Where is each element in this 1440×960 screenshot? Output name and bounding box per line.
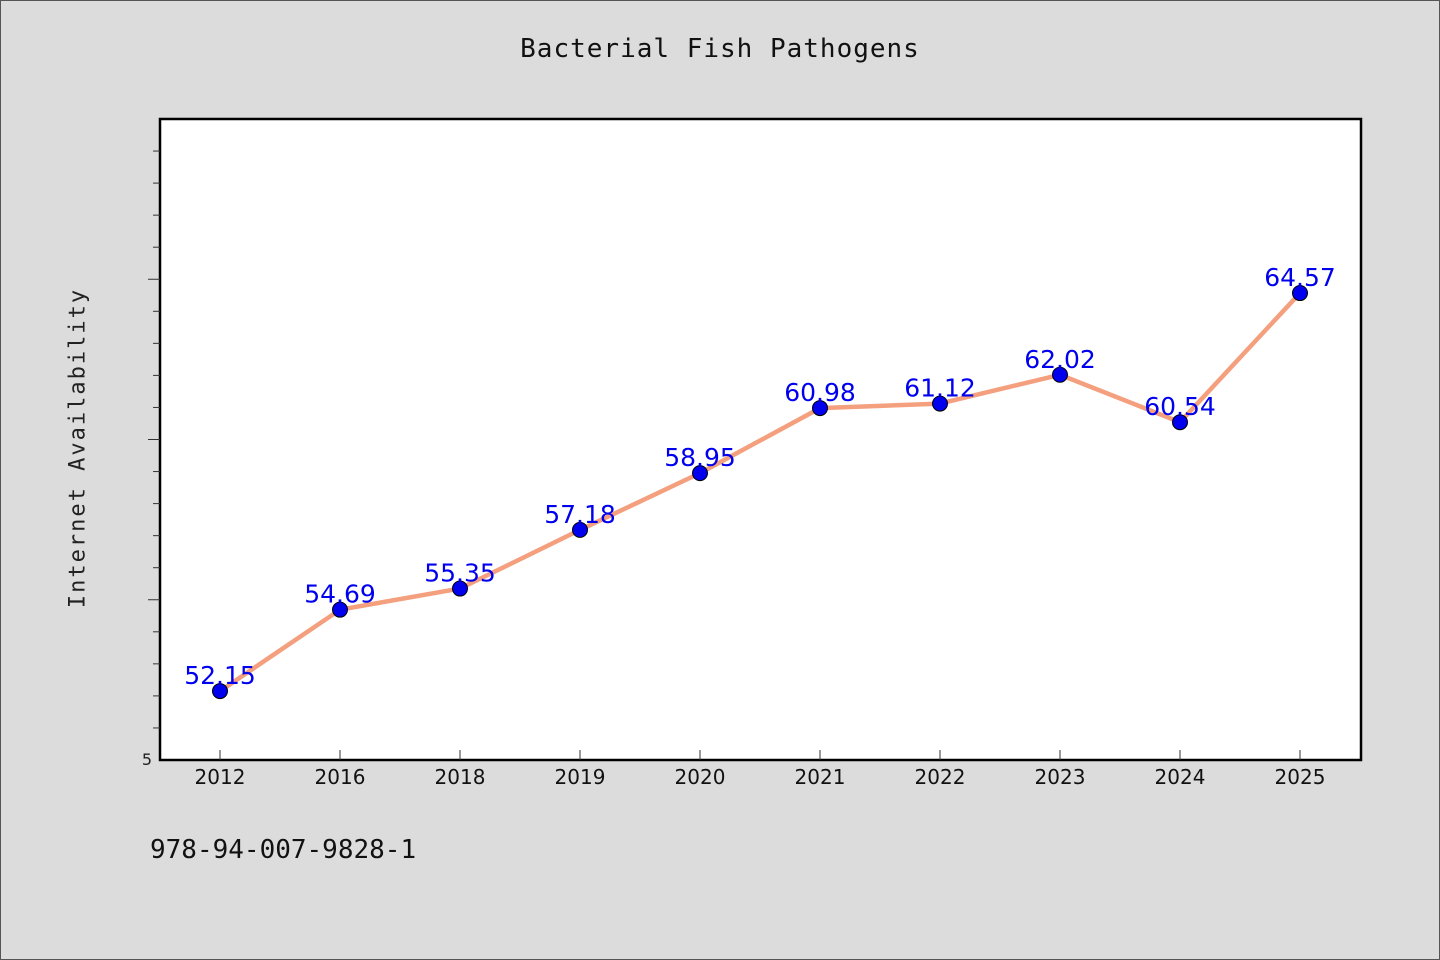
- x-tick-label: 2018: [435, 765, 486, 789]
- y-tick-label: 5: [142, 750, 152, 769]
- data-label: 54.69: [304, 580, 376, 609]
- x-tick-label: 2025: [1275, 765, 1326, 789]
- data-point: [932, 395, 948, 412]
- data-point: [572, 521, 588, 538]
- x-tick-label: 2023: [1035, 765, 1086, 789]
- data-label: 60.54: [1144, 392, 1216, 421]
- chart-title: Bacterial Fish Pathogens: [520, 34, 920, 64]
- data-label: 64.57: [1264, 263, 1336, 292]
- data-point: [1172, 414, 1188, 431]
- data-point: [812, 400, 828, 417]
- x-tick-label: 2020: [675, 765, 726, 789]
- data-point: [212, 683, 228, 700]
- isbn-label: 978-94-007-9828-1: [150, 835, 417, 865]
- data-label: 61.12: [904, 374, 976, 403]
- data-point: [692, 465, 708, 482]
- x-tick-label: 2024: [1155, 765, 1206, 789]
- data-point: [1292, 285, 1308, 302]
- data-point: [1052, 366, 1068, 383]
- data-label: 62.02: [1024, 345, 1096, 374]
- data-label: 60.98: [784, 378, 856, 407]
- x-tick-label: 2012: [195, 765, 246, 789]
- data-point: [452, 580, 468, 597]
- data-label: 58.95: [664, 443, 736, 472]
- data-label: 52.15: [184, 661, 256, 690]
- x-tick-label: 2021: [795, 765, 846, 789]
- data-label: 55.35: [424, 559, 496, 588]
- series-line: [217, 290, 1303, 694]
- x-tick-label: 2022: [915, 765, 966, 789]
- x-tick-label: 2016: [315, 765, 366, 789]
- data-label: 57.18: [544, 500, 616, 529]
- x-tick-label: 2019: [555, 765, 606, 789]
- data-point: [332, 601, 348, 618]
